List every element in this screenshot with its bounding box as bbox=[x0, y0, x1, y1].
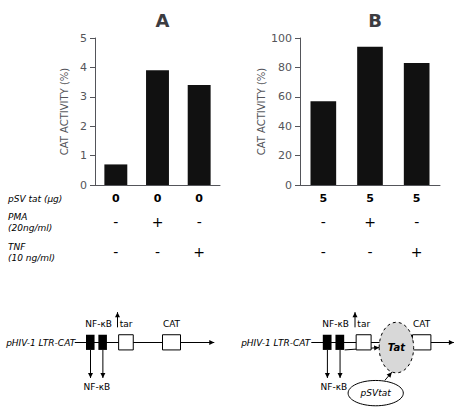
svg-text:PMA: PMA bbox=[8, 212, 27, 222]
svg-text:(10 ng/ml): (10 ng/ml) bbox=[8, 253, 55, 263]
svg-text:1: 1 bbox=[80, 149, 87, 162]
svg-text:2: 2 bbox=[80, 120, 87, 133]
svg-text:-: - bbox=[321, 244, 326, 260]
svg-text:TNF: TNF bbox=[8, 242, 26, 252]
svg-text:0: 0 bbox=[195, 192, 203, 205]
svg-text:0: 0 bbox=[112, 192, 120, 205]
svg-text:-: - bbox=[113, 244, 118, 260]
svg-text:A: A bbox=[156, 10, 170, 31]
svg-text:0: 0 bbox=[154, 192, 162, 205]
svg-text:Tat: Tat bbox=[388, 342, 406, 353]
svg-text:(20ng/ml): (20ng/ml) bbox=[8, 223, 52, 233]
svg-text:5: 5 bbox=[366, 192, 374, 205]
svg-text:NF-κB: NF-κB bbox=[321, 382, 348, 392]
svg-text:4: 4 bbox=[80, 61, 87, 74]
svg-text:tar: tar bbox=[120, 319, 133, 329]
svg-text:40: 40 bbox=[278, 120, 292, 133]
svg-text:+: + bbox=[193, 244, 205, 260]
svg-text:tar: tar bbox=[357, 319, 370, 329]
svg-text:CAT ACTIVITY (%): CAT ACTIVITY (%) bbox=[256, 68, 267, 156]
svg-text:5: 5 bbox=[413, 192, 421, 205]
svg-text:pSV tat (μg): pSV tat (μg) bbox=[7, 194, 62, 204]
svg-text:0: 0 bbox=[285, 179, 292, 192]
svg-text:CAT: CAT bbox=[163, 319, 181, 329]
svg-text:5: 5 bbox=[80, 32, 87, 45]
svg-text:+: + bbox=[152, 214, 164, 230]
svg-text:5: 5 bbox=[320, 192, 328, 205]
svg-text:80: 80 bbox=[278, 61, 292, 74]
svg-text:CAT: CAT bbox=[413, 319, 431, 329]
svg-text:-: - bbox=[155, 244, 160, 260]
svg-text:+: + bbox=[364, 214, 376, 230]
svg-text:NF-κB: NF-κB bbox=[85, 319, 112, 329]
svg-text:pHIV-1 LTR-CAT: pHIV-1 LTR-CAT bbox=[240, 338, 312, 348]
svg-text:CAT ACTIVITY (%): CAT ACTIVITY (%) bbox=[59, 68, 70, 156]
svg-text:pHIV-1 LTR-CAT: pHIV-1 LTR-CAT bbox=[5, 338, 77, 348]
svg-text:0: 0 bbox=[80, 179, 87, 192]
svg-text:+: + bbox=[411, 244, 423, 260]
svg-text:-: - bbox=[113, 214, 118, 230]
svg-text:3: 3 bbox=[80, 90, 87, 103]
svg-text:60: 60 bbox=[278, 90, 292, 103]
svg-text:NF-κB: NF-κB bbox=[322, 319, 349, 329]
svg-text:-: - bbox=[321, 214, 326, 230]
svg-text:20: 20 bbox=[278, 149, 292, 162]
svg-text:100: 100 bbox=[271, 32, 292, 45]
svg-text:-: - bbox=[197, 214, 202, 230]
svg-text:-: - bbox=[367, 244, 372, 260]
svg-text:B: B bbox=[368, 10, 382, 31]
svg-text:-: - bbox=[414, 214, 419, 230]
svg-text:pSVtat: pSVtat bbox=[360, 388, 392, 398]
svg-text:NF-κB: NF-κB bbox=[83, 382, 110, 392]
